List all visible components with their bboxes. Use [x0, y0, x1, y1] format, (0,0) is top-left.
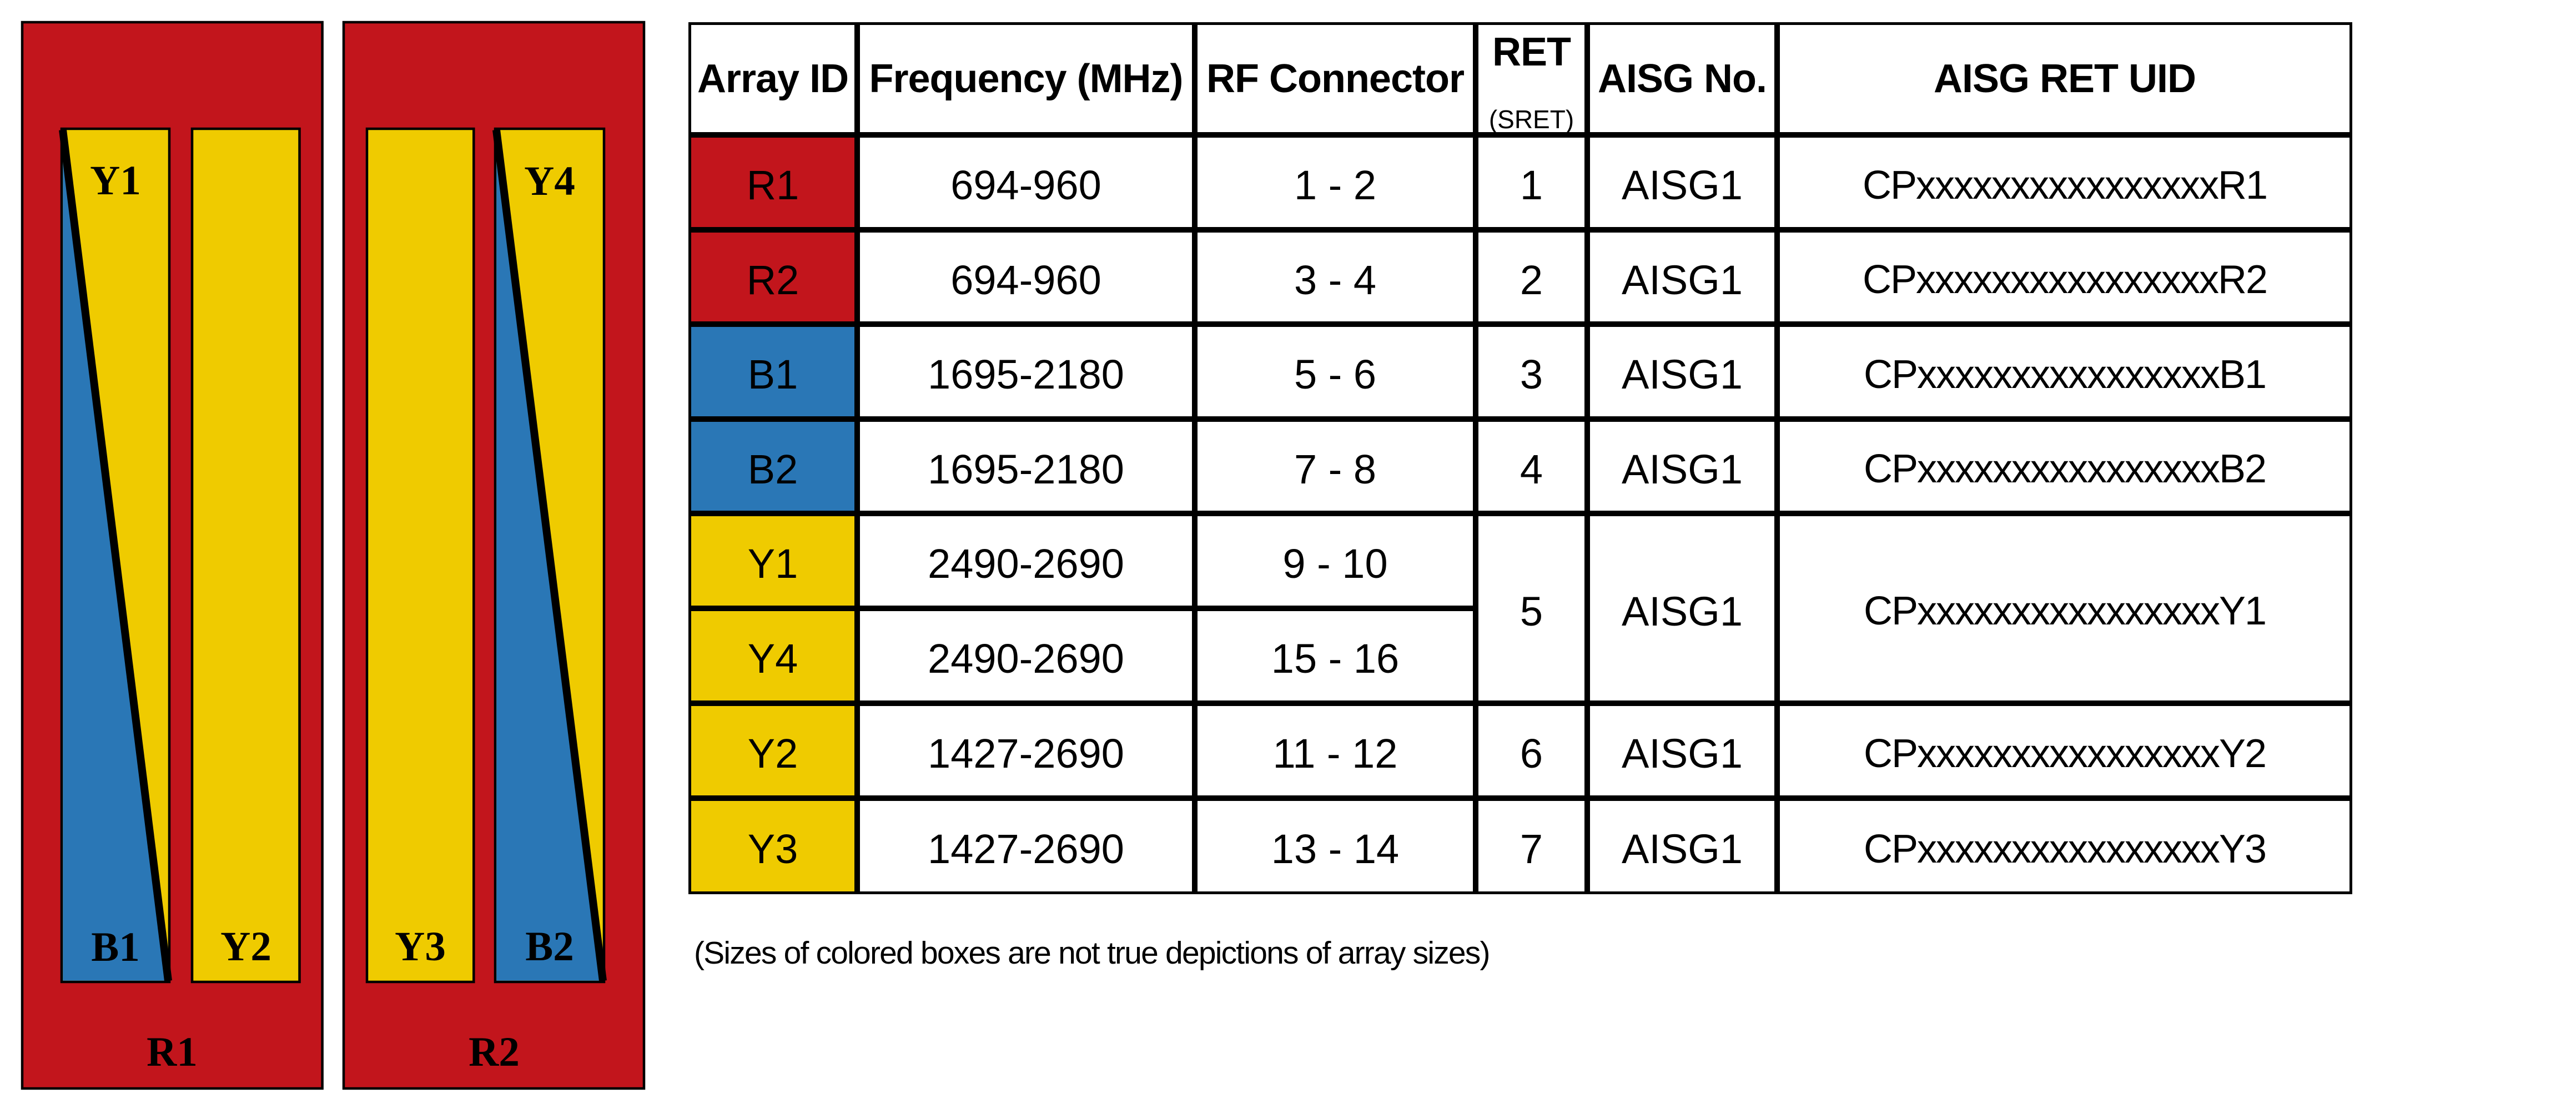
svg-text:R2: R2	[469, 1029, 520, 1075]
svg-text:B1: B1	[91, 924, 140, 970]
svg-text:Y4: Y4	[524, 158, 575, 204]
svg-text:R1: R1	[147, 1029, 198, 1075]
svg-text:Y1: Y1	[90, 158, 141, 204]
svg-text:Y3: Y3	[395, 924, 446, 970]
svg-text:Y2: Y2	[220, 924, 271, 970]
svg-text:B2: B2	[525, 924, 574, 970]
